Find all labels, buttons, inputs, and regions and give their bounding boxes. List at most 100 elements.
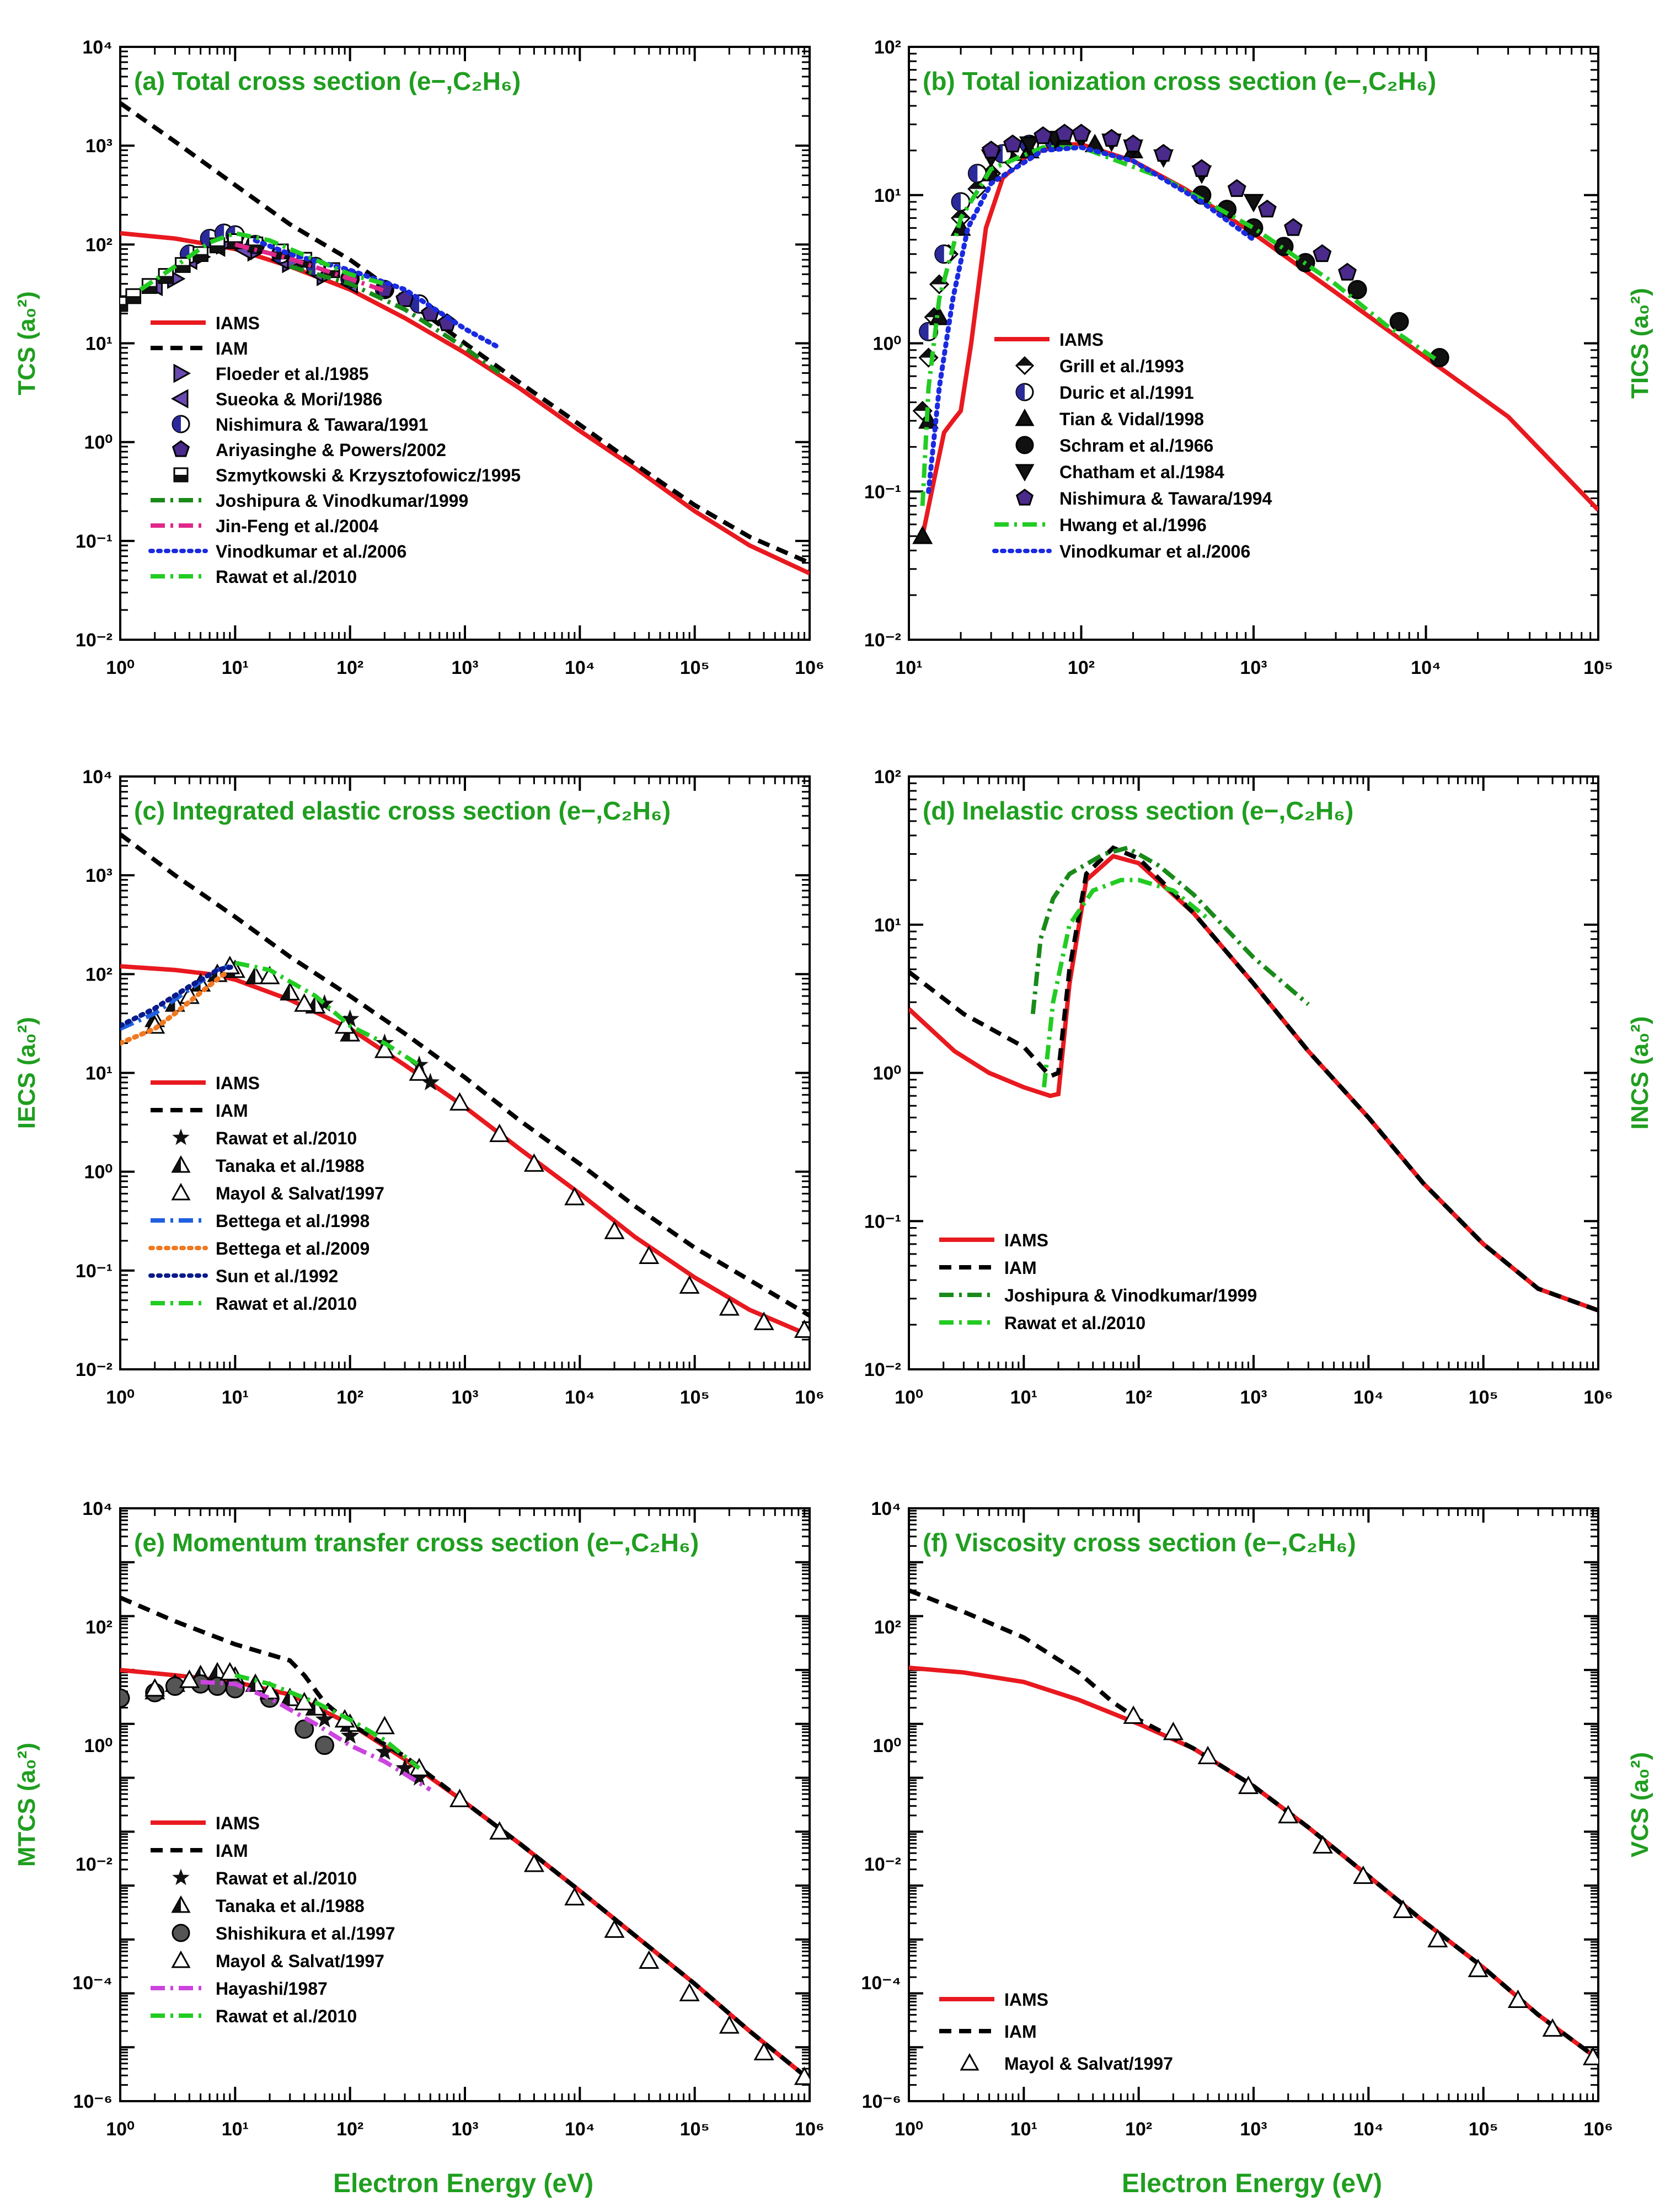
x-tick-label: 10¹: [222, 1387, 249, 1408]
y-tick-label: 10⁴: [82, 767, 113, 788]
series-duric-et-al-1991-2-point-fill: [952, 193, 961, 211]
chart-title-b: (b) Total ionization cross section (e−,C…: [923, 67, 1436, 95]
series-rawat-et-al-2010-2-point: [340, 1726, 360, 1744]
series-tian-vidal-1998-3-point: [912, 526, 933, 544]
legend-c: IAMS IAM Rawat et al./2010 Tanaka et al./19…: [148, 1073, 384, 1314]
series-mayol-salvat-1997-5-point: [679, 1983, 700, 2001]
x-tick-label: 10³: [451, 657, 478, 678]
series-vinodkumar-et-al-2006-8-line: [926, 144, 1256, 494]
legend-label-nishimura-tawara-1994: Nishimura & Tawara/1994: [1059, 489, 1272, 508]
legend-marker-mayol-salvat-1997: [960, 2053, 979, 2071]
series-nishimura-tawara-1994-6-point: [982, 140, 1001, 159]
x-tick-label: 10⁴: [565, 1387, 595, 1408]
series-mayol-salvat-1997-2-point: [1427, 1929, 1448, 1948]
y-tick-label: 10⁻¹: [76, 531, 113, 552]
series-tanaka-et-al-1988-3-point-fill: [306, 1699, 315, 1715]
series-szmytkowski-krzysztofowicz-1995-6-point-fill: [210, 245, 224, 253]
series-mayol-salvat-1997-2-point: [1468, 1958, 1489, 1978]
plot-area-d: [909, 845, 1598, 1313]
panel-d: 10⁰ 10¹ 10² 10³ 10⁴ 10⁵ 10⁶ 10⁻² 10⁻¹ 10⁰ 10¹ 10² (d…: [864, 767, 1653, 1408]
series-bettega-et-al-2009-6-line: [120, 971, 227, 1046]
x-tick-label: 10¹: [222, 657, 249, 678]
legend-b: IAMS Grill et al./1993 Duric et al./1991 Ti…: [992, 330, 1272, 561]
legend-label-tanaka-et-al-1988: Tanaka et al./1988: [216, 1896, 365, 1916]
series-nishimura-tawara-1991-4-point-fill: [201, 229, 210, 248]
series-mayol-salvat-1997-5-point: [449, 1788, 470, 1807]
series-nishimura-tawara-1994-6-point: [1034, 126, 1053, 144]
y-axis-label-c: IECS (a₀²): [13, 1017, 40, 1129]
chart-title-a: (a) Total cross section (e−,C₂H₆): [134, 67, 521, 95]
x-tick-label: 10¹: [1010, 2119, 1037, 2140]
series-rawat-et-al-2010-2-point: [315, 994, 334, 1012]
series-mayol-salvat-1997-2-point: [1123, 1705, 1144, 1724]
series-iam-1-line: [120, 101, 810, 565]
series-szmytkowski-krzysztofowicz-1995-6-point-fill: [159, 276, 173, 283]
legend-label-jin-feng-et-al-2004: Jin-Feng et al./2004: [216, 516, 378, 536]
y-tick-label: 10⁻⁴: [861, 1973, 901, 1994]
x-axis-label-left: Electron Energy (eV): [333, 2169, 593, 2198]
legend-f: IAMS IAM Mayol & Salvat/1997: [939, 1990, 1173, 2074]
panel-b: 10¹ 10² 10³ 10⁴ 10⁵ 10⁻² 10⁻¹ 10⁰ 10¹ 10² (b) Tota…: [864, 37, 1653, 678]
series-mayol-salvat-1997-4-point: [794, 1319, 810, 1338]
legend-marker-ariyasinghe-powers-2002: [172, 440, 190, 457]
legend-marker-nishimura-tawara-1991-fill: [173, 416, 181, 432]
legend-label-vinodkumar-et-al-2006: Vinodkumar et al./2006: [216, 542, 406, 561]
series-nishimura-tawara-1994-6-point: [1284, 218, 1303, 236]
series-mayol-salvat-1997-4-point: [523, 1153, 544, 1172]
legend-label-tian-vidal-1998: Tian & Vidal/1998: [1059, 409, 1204, 429]
legend-marker-shishikura-et-al-1997: [172, 1924, 190, 1942]
x-tick-label: 10¹: [222, 2119, 249, 2140]
y-tick-label: 10⁻⁶: [73, 2091, 113, 2112]
series-shishikura-et-al-1997-4-point: [120, 1688, 130, 1708]
series-mayol-salvat-1997-5-point: [604, 1919, 625, 1938]
x-tick-label: 10³: [451, 2119, 478, 2140]
series-schram-et-al-1966-4-point: [1389, 312, 1409, 331]
y-tick-label: 10¹: [874, 185, 901, 206]
series-nishimura-tawara-1994-6-point: [1055, 124, 1074, 142]
series-mayol-salvat-1997-4-point: [679, 1275, 700, 1294]
legend-label-hayashi-1987: Hayashi/1987: [216, 1979, 328, 1999]
series-chatham-et-al-1984-5-point: [1019, 136, 1040, 155]
y-tick-label: 10⁴: [82, 37, 113, 58]
legend-marker-tian-vidal-1998: [1015, 408, 1035, 426]
y-tick-label: 10¹: [85, 334, 113, 355]
x-tick-label: 10¹: [895, 657, 922, 678]
y-tick-label: 10²: [85, 1617, 113, 1638]
series-nishimura-tawara-1994-6-point: [1072, 124, 1091, 142]
x-tick-label: 10⁶: [795, 657, 824, 678]
legend-marker-tanaka-et-al-1988-fill: [173, 1157, 181, 1172]
series-mayol-salvat-1997-5-point: [639, 1950, 660, 1969]
series-tanaka-et-al-1988-3-point-fill: [247, 1675, 256, 1691]
x-tick-label: 10¹: [1010, 1387, 1037, 1408]
plot-frame-f: [908, 1507, 1599, 2102]
y-tick-label: 10⁻¹: [76, 1261, 113, 1282]
y-tick-label: 10⁻⁶: [862, 2091, 901, 2112]
legend-a: IAMS IAM Floeder et al./1985 Sueoka & Mori/…: [148, 313, 521, 587]
series-mayol-salvat-1997-5-point: [179, 1669, 200, 1688]
series-mayol-salvat-1997-2-point: [1353, 1865, 1374, 1884]
series-rawat-et-al-2010-2-point: [340, 1009, 360, 1027]
legend-marker-chatham-et-al-1984: [1015, 464, 1035, 482]
legend-label-mayol-salvat-1997: Mayol & Salvat/1997: [1004, 2054, 1173, 2074]
y-tick-label: 10²: [874, 1617, 901, 1638]
legend-label-joshipura-vinodkumar-1999: Joshipura & Vinodkumar/1999: [1004, 1286, 1257, 1305]
y-tick-label: 10⁻¹: [864, 481, 901, 502]
series-mayol-salvat-1997-2-point: [1163, 1721, 1184, 1740]
y-tick-label: 10⁻²: [864, 1854, 901, 1875]
series-iam-1-line: [120, 832, 810, 1317]
chart-title-e: (e) Momentum transfer cross section (e−,…: [134, 1528, 699, 1557]
x-tick-label: 10⁴: [565, 2119, 595, 2140]
series-duric-et-al-1991-2-point-fill: [935, 245, 944, 263]
legend-label-iam: IAM: [1004, 2022, 1037, 2042]
legend-label-iams: IAMS: [216, 313, 260, 333]
legend-label-tanaka-et-al-1988: Tanaka et al./1988: [216, 1156, 365, 1176]
y-tick-label: 10⁻²: [76, 630, 113, 651]
x-tick-label: 10⁰: [895, 2119, 923, 2140]
series-rawat-et-al-2010-2-point: [375, 1742, 394, 1760]
y-tick-label: 10⁰: [873, 334, 901, 355]
y-tick-label: 10⁻²: [864, 1359, 901, 1380]
chart-title-f: (f) Viscosity cross section (e−,C₂H₆): [923, 1528, 1356, 1557]
x-tick-label: 10⁰: [106, 1387, 134, 1408]
series-mayol-salvat-1997-4-point: [604, 1220, 625, 1239]
x-tick-label: 10²: [336, 657, 363, 678]
